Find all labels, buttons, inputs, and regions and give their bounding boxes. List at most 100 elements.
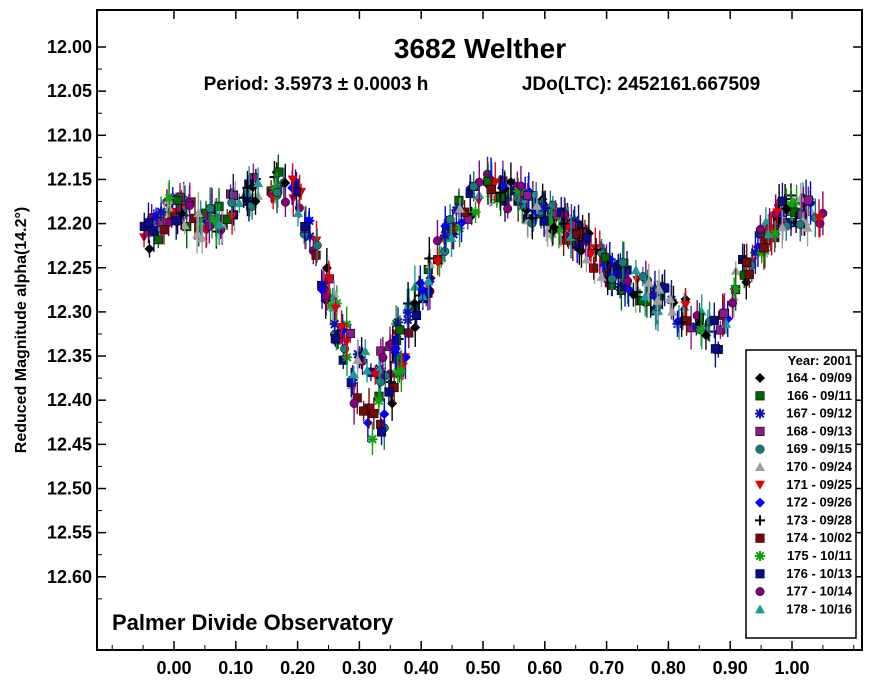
y-tick-label: 12.00	[47, 37, 92, 57]
data-point	[495, 187, 506, 198]
data-point	[503, 204, 513, 214]
y-tick-label: 12.55	[47, 523, 92, 543]
x-axis: 0.00 0.10 0.20 0.30 0.40 0.50 0.60 0.70 0.80 0.90…	[111, 10, 855, 678]
data-point	[432, 236, 442, 246]
data-point	[709, 315, 719, 325]
data-point	[630, 265, 641, 275]
legend-title: Year: 2001	[788, 353, 852, 368]
data-point	[331, 298, 342, 309]
legend-entries: 164 - 09/09 166 - 09/11 167 - 09/12 168 - 0…	[755, 370, 853, 616]
epoch-label: JDo(LTC): 2452161.667509	[522, 74, 760, 95]
legend-label: 164 - 09/09	[786, 370, 852, 385]
data-point	[384, 387, 394, 397]
data-point	[558, 218, 569, 229]
data-point	[227, 198, 237, 208]
data-point	[293, 207, 304, 217]
data-point	[777, 196, 787, 206]
legend-marker	[755, 497, 765, 508]
y-tick-label: 12.05	[47, 81, 92, 101]
data-point	[776, 208, 787, 219]
data-point	[393, 317, 404, 328]
data-point	[348, 369, 359, 379]
legend-marker	[755, 551, 765, 561]
data-point	[190, 213, 200, 223]
data-point	[623, 276, 633, 286]
legend-marker	[755, 373, 765, 383]
data-point	[396, 365, 407, 376]
data-point	[234, 198, 245, 208]
data-point	[287, 175, 298, 185]
data-point	[486, 184, 496, 195]
data-point	[574, 244, 585, 255]
data-points	[139, 154, 828, 455]
data-point	[516, 181, 526, 191]
data-point	[618, 257, 628, 267]
data-point	[432, 258, 443, 268]
data-point	[149, 226, 159, 236]
legend: Year: 2001 164 - 09/09 166 - 09/11 167 - 0…	[745, 349, 857, 639]
data-point	[448, 229, 459, 240]
data-point	[560, 210, 570, 220]
data-point	[144, 243, 155, 254]
data-point	[802, 222, 813, 232]
data-point	[795, 193, 806, 203]
data-point	[785, 199, 796, 210]
data-point	[531, 200, 542, 210]
data-point	[756, 247, 767, 258]
x-tick-label: 0.30	[342, 658, 377, 678]
data-point	[185, 200, 195, 210]
data-point	[395, 325, 405, 335]
data-point	[527, 213, 538, 224]
data-point	[759, 243, 769, 253]
data-point	[352, 354, 363, 364]
data-point	[591, 244, 602, 255]
data-point	[456, 217, 467, 228]
data-point	[143, 218, 153, 228]
y-tick-label: 12.30	[47, 302, 92, 322]
data-point	[250, 196, 261, 207]
legend-label: 173 - 09/28	[786, 512, 852, 527]
data-point	[280, 197, 290, 207]
data-point	[649, 290, 660, 301]
chart-title: 3682 Welther	[394, 33, 566, 64]
data-point	[548, 222, 559, 233]
data-point	[379, 409, 390, 420]
data-point	[522, 191, 533, 201]
data-point	[207, 216, 218, 227]
data-point	[585, 249, 596, 259]
data-point	[490, 178, 501, 188]
legend-marker	[755, 391, 765, 401]
data-point	[516, 187, 527, 198]
data-point	[359, 406, 369, 416]
data-point	[360, 346, 371, 356]
data-point	[596, 271, 607, 281]
data-point	[710, 344, 720, 354]
data-point	[750, 247, 761, 258]
data-point	[454, 223, 465, 234]
plot-frame	[96, 9, 863, 651]
legend-marker	[755, 408, 765, 419]
data-point	[572, 229, 582, 239]
legend-label: 170 - 09/24	[786, 459, 853, 474]
data-point	[362, 417, 373, 428]
data-point	[546, 217, 557, 228]
data-point	[156, 206, 167, 217]
data-point	[795, 220, 805, 230]
data-point	[410, 322, 421, 333]
data-point	[513, 186, 524, 197]
data-point	[402, 307, 413, 318]
data-point	[797, 209, 807, 220]
data-point	[228, 190, 239, 201]
y-tick-label: 12.20	[47, 214, 92, 234]
x-tick-label: 0.10	[218, 658, 253, 678]
data-point	[640, 291, 651, 301]
data-point	[803, 195, 813, 205]
data-point	[589, 263, 599, 273]
data-point	[397, 362, 408, 372]
data-point	[253, 177, 264, 187]
observatory-label: Palmer Divide Observatory	[112, 610, 394, 635]
data-point	[700, 330, 711, 341]
data-point	[412, 310, 422, 320]
data-point	[454, 203, 465, 213]
